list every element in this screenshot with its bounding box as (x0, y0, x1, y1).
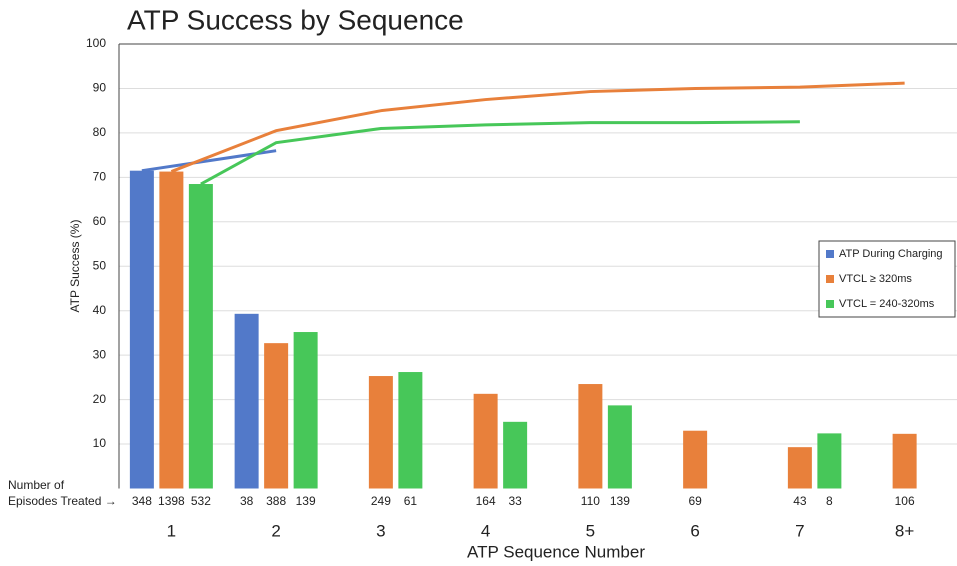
legend-swatch (826, 250, 834, 258)
count-label: 43 (793, 494, 807, 508)
bar (159, 171, 184, 489)
bar (503, 421, 528, 489)
y-tick-label: 20 (93, 392, 107, 406)
legend-label: ATP During Charging (839, 248, 943, 260)
x-tick-label: 4 (481, 521, 490, 540)
y-tick-label: 90 (93, 81, 107, 95)
count-label: 139 (610, 494, 630, 508)
y-tick-label: 30 (93, 347, 107, 361)
count-label: 33 (508, 494, 522, 508)
count-label: 110 (581, 494, 600, 508)
y-tick-label: 100 (86, 36, 106, 50)
count-label: 388 (266, 494, 286, 508)
bar (683, 430, 708, 489)
count-label: 61 (404, 494, 418, 508)
count-label: 8 (826, 494, 833, 508)
bar (368, 376, 393, 489)
bar (129, 170, 154, 489)
bar (787, 447, 812, 489)
chart-title: ATP Success by Sequence (127, 4, 464, 35)
y-tick-label: 40 (93, 303, 107, 317)
bar (473, 393, 498, 489)
bar (188, 184, 213, 489)
y-axis-label: ATP Success (%) (68, 220, 82, 313)
y-tick-label: 70 (93, 170, 107, 184)
x-tick-label: 3 (376, 521, 385, 540)
count-label: 69 (688, 494, 702, 508)
cumulative-line (200, 120, 800, 186)
bar (293, 332, 318, 489)
bar (234, 313, 259, 489)
count-label: Episodes Treated → (8, 494, 117, 508)
x-tick-label: 6 (690, 521, 699, 540)
bar (264, 343, 289, 489)
count-label: 1398 (158, 494, 185, 508)
count-label: 38 (240, 494, 254, 508)
x-tick-label: 8+ (895, 521, 914, 540)
count-label: 106 (895, 494, 915, 508)
y-tick-label: 50 (93, 258, 107, 272)
y-tick-label: 60 (93, 214, 107, 228)
legend-label: VTCL ≥ 320ms (839, 273, 912, 285)
x-tick-label: 2 (271, 521, 280, 540)
count-label: 164 (476, 494, 496, 508)
x-tick-label: 1 (167, 521, 176, 540)
bar (607, 405, 632, 489)
bar (578, 384, 603, 489)
count-label: 139 (296, 494, 316, 508)
x-tick-label: 5 (586, 521, 595, 540)
legend-box (818, 240, 956, 318)
bar (892, 433, 917, 489)
x-tick-label: 7 (795, 521, 804, 540)
legend-swatch (826, 300, 834, 308)
count-label: Number of (8, 478, 65, 492)
count-label: 532 (191, 494, 211, 508)
bar (817, 433, 842, 489)
legend-label: VTCL = 240-320ms (839, 298, 935, 310)
cumulative-line (170, 81, 905, 173)
y-tick-label: 10 (93, 436, 107, 450)
y-tick-label: 80 (93, 125, 107, 139)
x-axis-label: ATP Sequence Number (467, 542, 645, 561)
count-label: 348 (132, 494, 152, 508)
count-label: 249 (371, 494, 391, 508)
legend-swatch (826, 275, 834, 283)
bar (398, 372, 423, 489)
